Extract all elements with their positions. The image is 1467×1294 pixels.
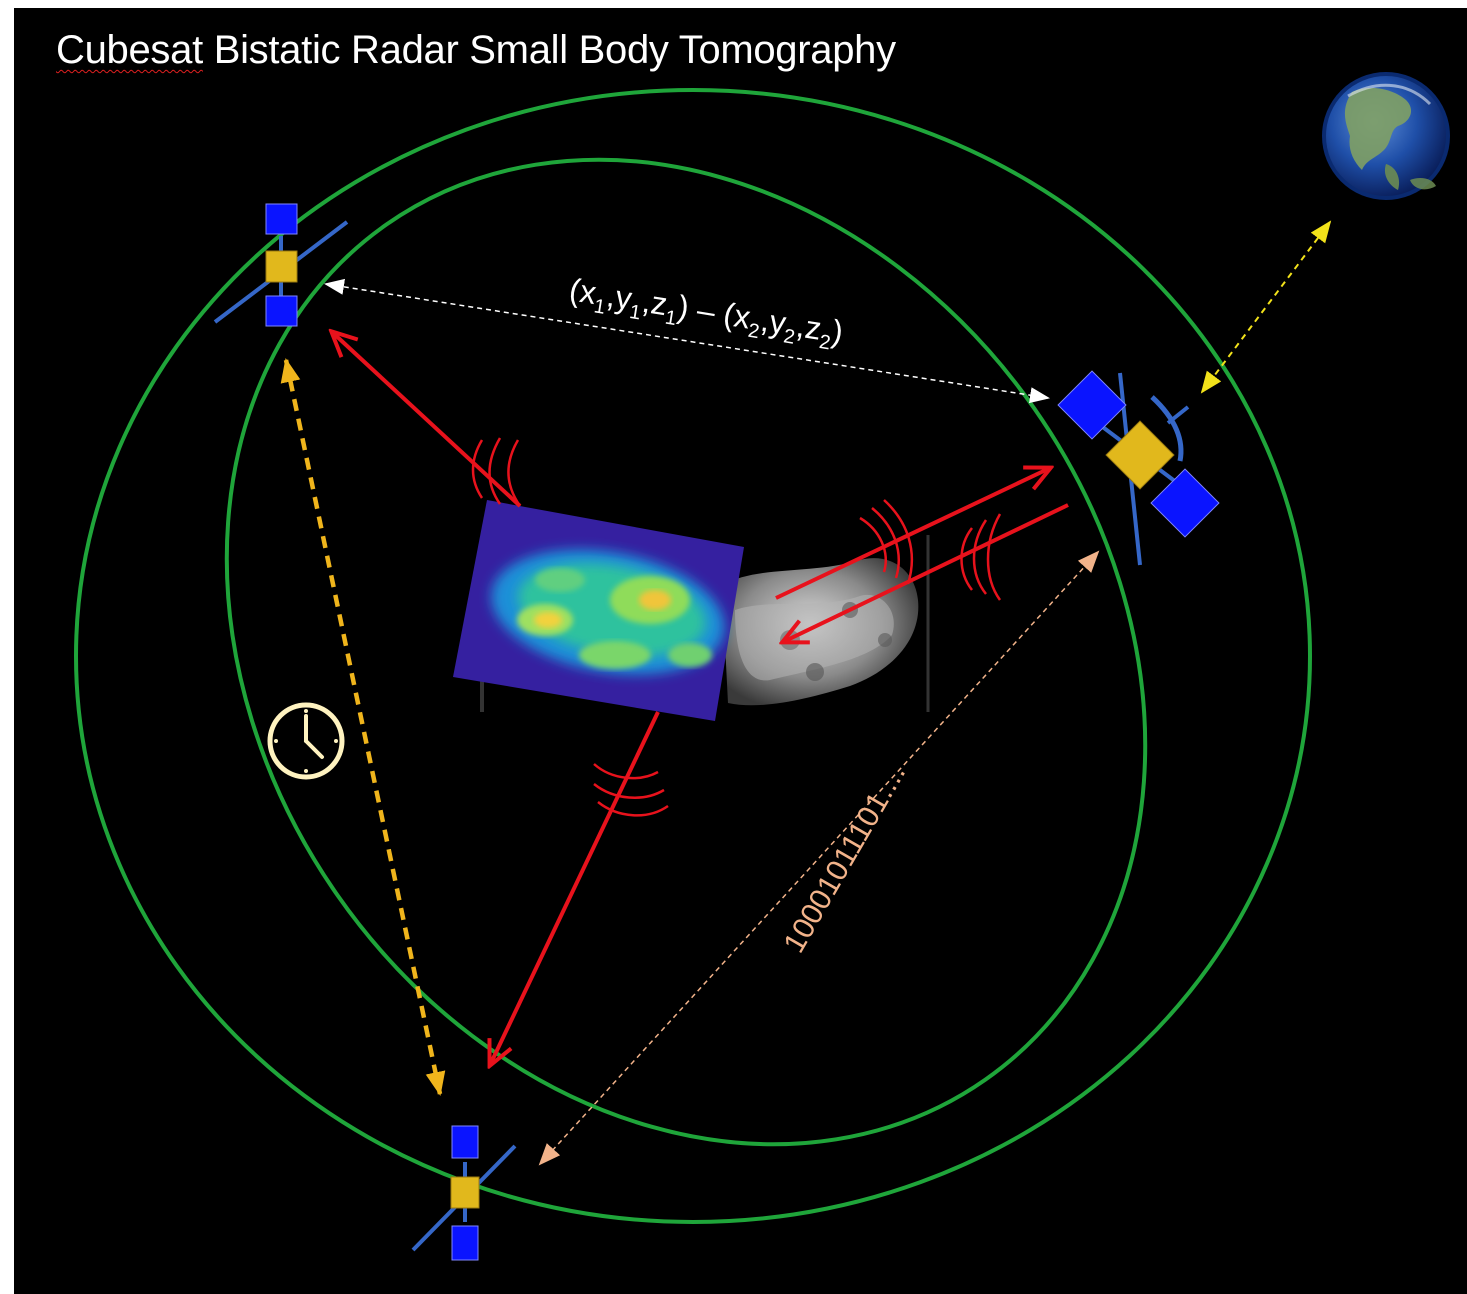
- asteroid-image: [722, 558, 919, 706]
- tomography-heatmap: [453, 500, 744, 721]
- data-stream-label: 10001011101....: [777, 758, 912, 958]
- diagram-svg: (x1,y1,z1) – (x2,y2,z2) 10001011101....: [74, 72, 1450, 1261]
- cubesat-icon: [411, 1125, 517, 1261]
- radar-wave-icon: [471, 437, 522, 507]
- data-crosslink: [538, 550, 1100, 1166]
- diagram-title: Cubesat Bistatic Radar Small Body Tomogr…: [56, 28, 896, 73]
- earth-downlink: [1200, 220, 1332, 394]
- links: [280, 220, 1332, 1166]
- position-difference-label: (x1,y1,z1) – (x2,y2,z2): [566, 271, 846, 356]
- slide-canvas: Cubesat Bistatic Radar Small Body Tomogr…: [14, 8, 1467, 1294]
- cubesat-icon: [1057, 370, 1220, 566]
- clock-sync-link: [280, 358, 446, 1096]
- radar-arrow-to-top-left-sat: [332, 332, 522, 508]
- cubesat-icon: [213, 203, 349, 327]
- radar-wave-icon: [960, 513, 1002, 601]
- radar-arrow-to-bottom-sat: [490, 711, 660, 1065]
- earth-globe-icon: [1322, 72, 1450, 200]
- ranging-link: [324, 278, 1050, 404]
- clock-icon: [267, 702, 345, 780]
- title-rest: Bistatic Radar Small Body Tomography: [202, 28, 896, 72]
- orbit-outer: [74, 88, 1312, 1224]
- small-body-target: [453, 500, 930, 721]
- title-misspelled-word: Cubesat: [56, 28, 203, 72]
